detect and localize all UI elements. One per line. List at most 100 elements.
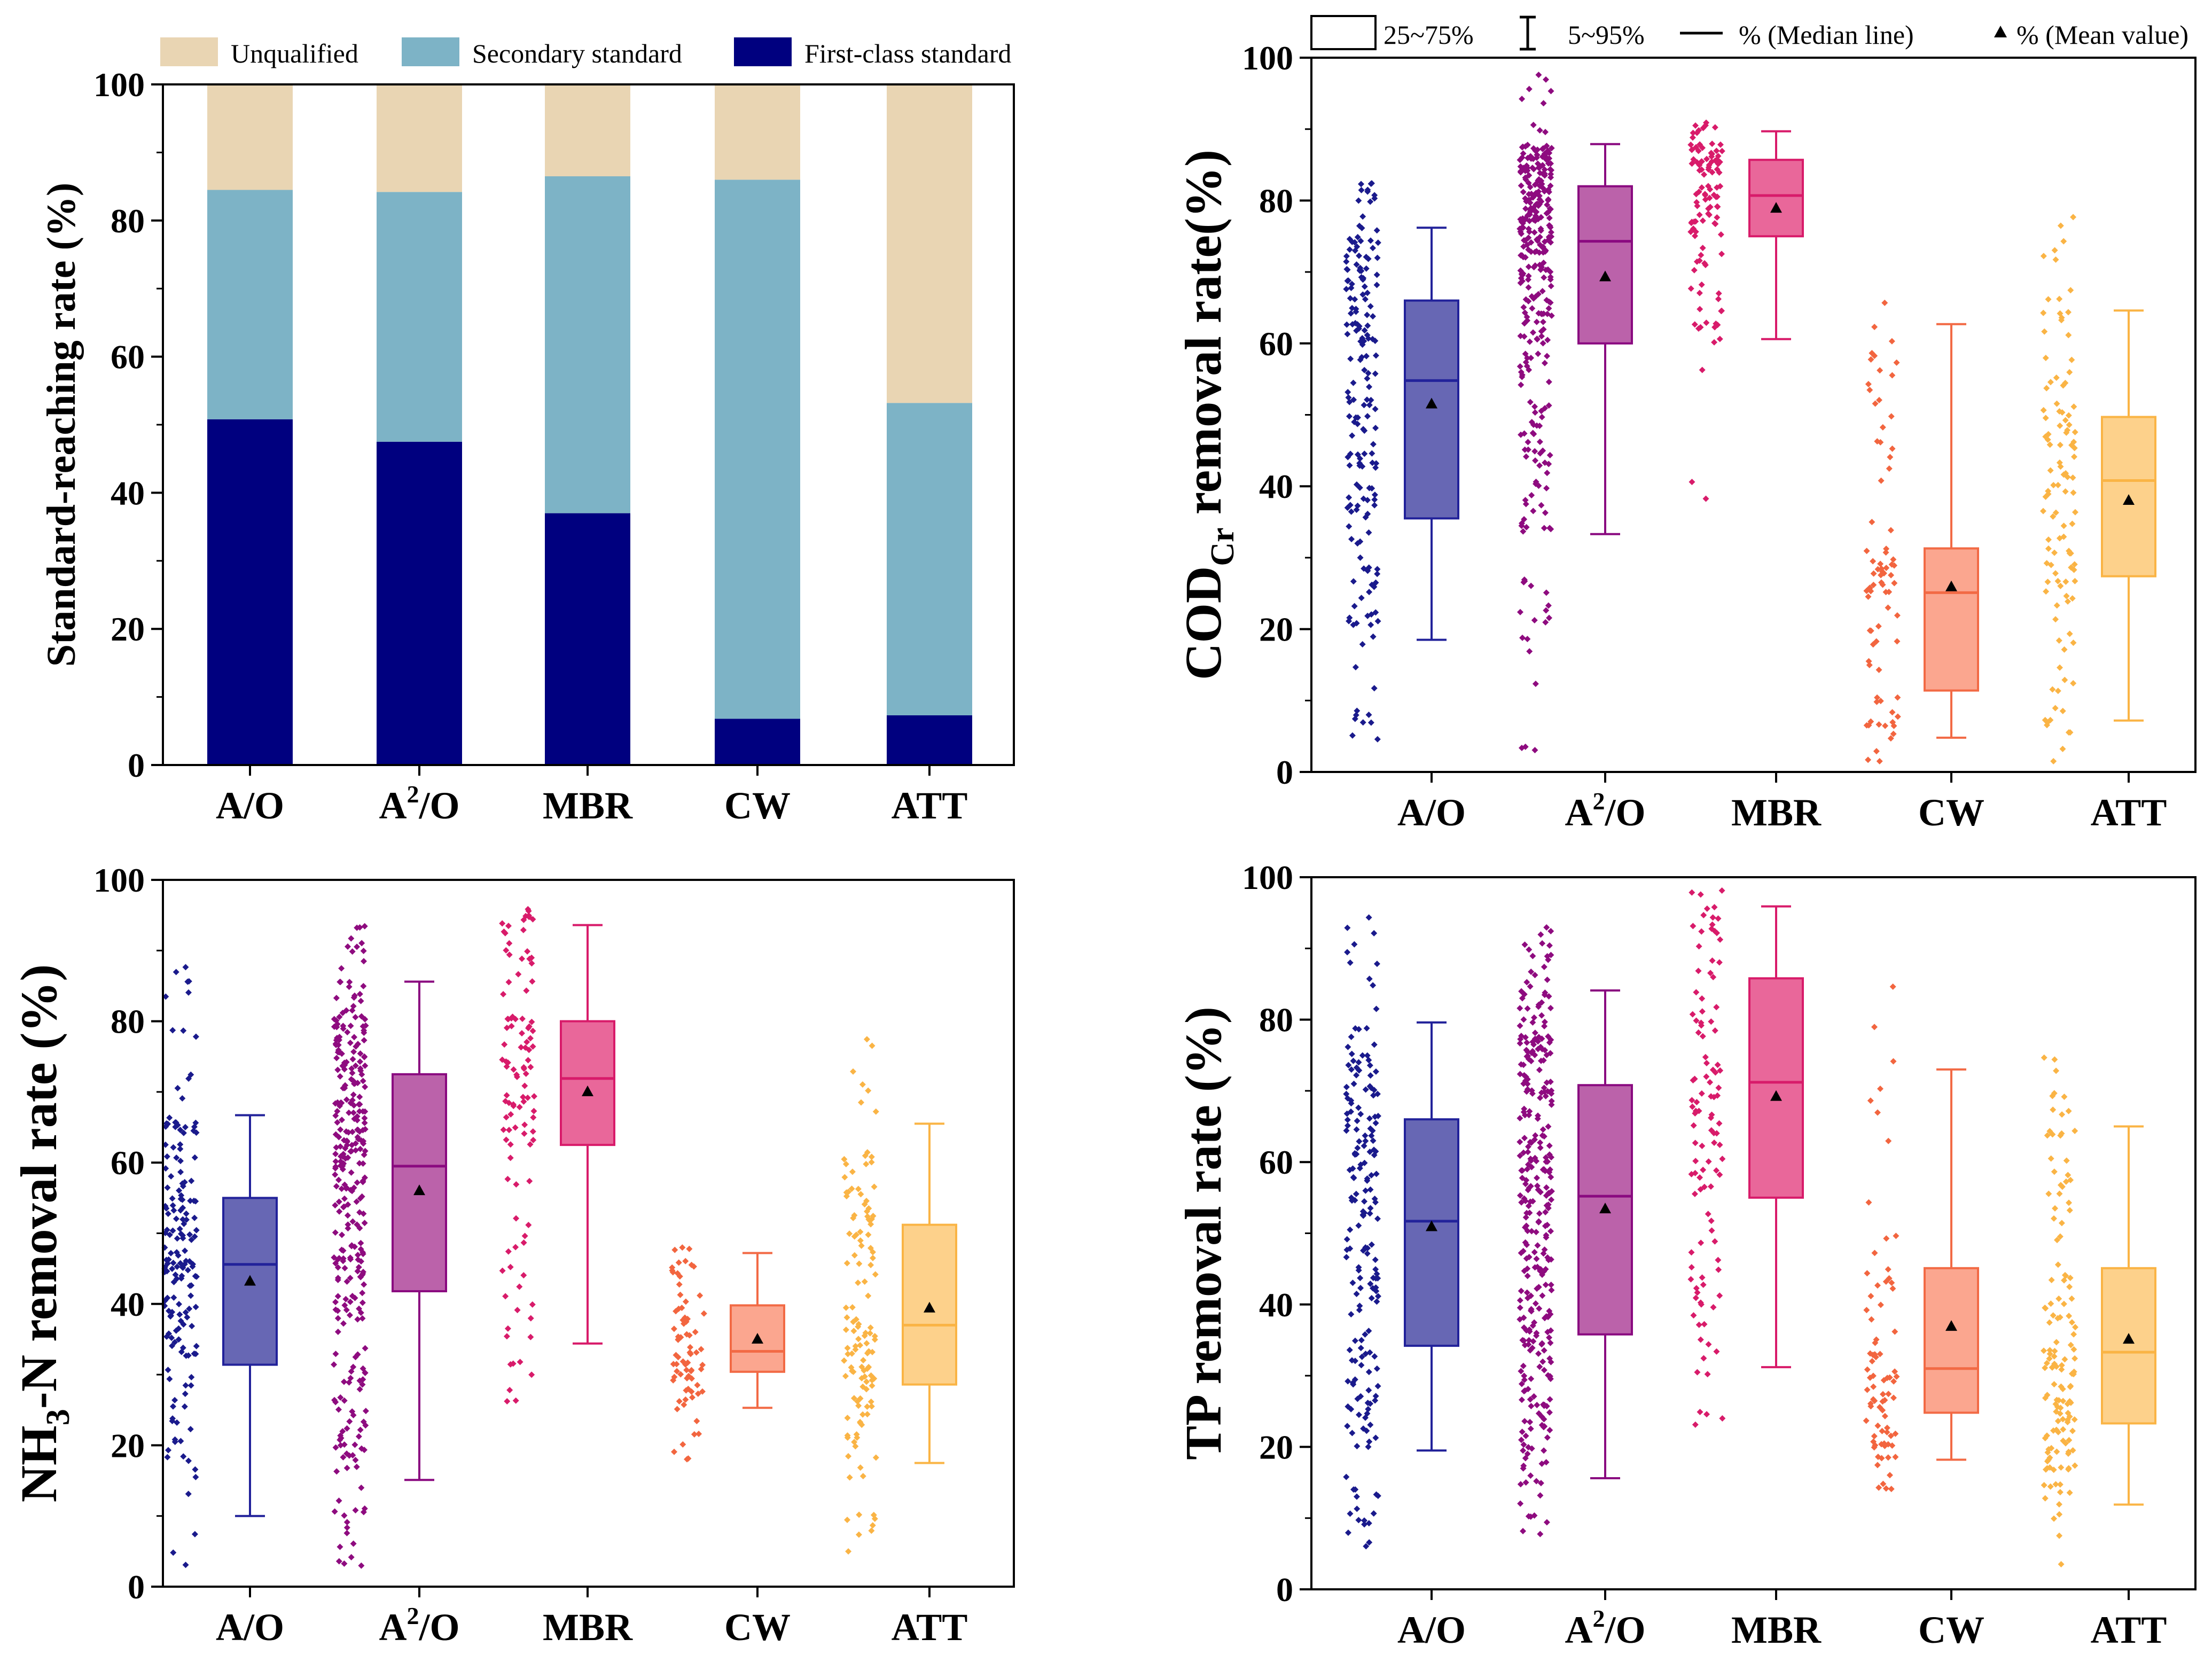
scatter-point (1533, 190, 1539, 197)
scatter-point (1533, 1330, 1540, 1337)
scatter-point (1889, 372, 1896, 379)
scatter-point (841, 1357, 848, 1364)
scatter-point (1543, 1184, 1550, 1191)
legend-mean-swatch (1994, 26, 2007, 37)
scatter-point (1344, 1423, 1351, 1430)
scatter-point (1518, 1437, 1525, 1443)
scatter-point (676, 1398, 683, 1405)
scatter-point (1542, 1209, 1549, 1216)
scatter-point (1696, 161, 1703, 168)
scatter-point (1531, 229, 1538, 236)
scatter-point (1697, 1174, 1703, 1181)
scatter-point (341, 1265, 348, 1271)
scatter-point (350, 1078, 357, 1084)
scatter-point (1883, 1235, 1890, 1242)
scatter-point (1894, 638, 1901, 645)
scatter-point (521, 1232, 528, 1239)
scatter-point (1524, 1265, 1531, 1272)
scatter-point (1374, 1215, 1381, 1222)
scatter-point (529, 916, 536, 923)
scatter-point (350, 1540, 357, 1547)
scatter-point (1876, 758, 1883, 764)
scatter-point (2064, 427, 2071, 434)
scatter-point (1699, 366, 1706, 373)
scatter-point (2066, 1437, 2073, 1443)
scatter-point (354, 1179, 361, 1186)
scatter-point (1374, 1383, 1381, 1390)
scatter-point (1689, 479, 1695, 486)
scatter-point (1517, 1304, 1523, 1311)
scatter-point (1538, 333, 1545, 340)
scatter-point (1518, 522, 1525, 529)
scatter-point (2059, 1416, 2066, 1423)
scatter-point (1537, 1139, 1544, 1146)
scatter-point (2042, 355, 2049, 362)
scatter-point (524, 948, 531, 955)
scatter-point (1695, 1107, 1702, 1114)
scatter-point (1870, 570, 1877, 577)
scatter-point (693, 1349, 700, 1356)
bar-segment (715, 719, 800, 765)
scatter-point (1350, 396, 1357, 403)
scatter-point (2068, 1319, 2075, 1326)
scatter-point (1541, 188, 1548, 195)
scatter-point (856, 1260, 863, 1267)
scatter-point (1355, 1104, 1362, 1111)
scatter-point (354, 943, 361, 950)
scatter-point (2043, 560, 2050, 567)
scatter-point (1547, 927, 1554, 934)
scatter-point (170, 1259, 177, 1266)
scatter-point (1364, 510, 1371, 517)
scatter-point (184, 1267, 191, 1274)
scatter-point (530, 1114, 537, 1121)
scatter-point (2054, 688, 2061, 694)
scatter-point (1348, 536, 1355, 543)
scatter-point (1874, 1422, 1881, 1429)
scatter-point (1525, 1341, 1532, 1348)
scatter-point (340, 1258, 347, 1265)
scatter-point (1527, 208, 1534, 215)
scatter-point (1349, 1430, 1356, 1437)
scatter-point (1538, 1012, 1545, 1019)
scatter-point (185, 989, 192, 996)
scatter-point (1520, 1080, 1527, 1087)
scatter-point (1864, 1386, 1871, 1393)
scatter-point (187, 1426, 194, 1433)
scatter-point (356, 1305, 363, 1312)
scatter-point (1355, 1026, 1362, 1033)
scatter-point (1521, 1105, 1528, 1112)
scatter-point (1362, 1132, 1369, 1139)
scatter-point (864, 1149, 871, 1156)
scatter-point (2053, 1067, 2060, 1074)
scatter-point (1538, 408, 1545, 415)
scatter-point (1357, 1111, 1364, 1118)
scatter-point (868, 1403, 875, 1410)
scatter-point (1547, 239, 1554, 246)
scatter-point (179, 1344, 186, 1351)
scatter-point (359, 1268, 366, 1275)
scatter-point (1872, 1339, 1879, 1346)
scatter-point (361, 1220, 368, 1227)
scatter-point (335, 1134, 342, 1141)
scatter-point (1711, 1238, 1718, 1245)
scatter-point (512, 1397, 519, 1404)
mean-marker (1770, 1090, 1782, 1101)
scatter-point (1521, 1418, 1528, 1425)
scatter-point (1343, 1090, 1350, 1097)
scatter-point (362, 1369, 369, 1376)
scatter-point (1522, 1197, 1529, 1204)
scatter-point (1362, 296, 1369, 303)
scatter-point (184, 1314, 191, 1321)
scatter-point (1369, 459, 1376, 466)
scatter-point (1716, 959, 1723, 966)
scatter-point (348, 1169, 355, 1176)
scatter-point (851, 1439, 858, 1446)
scatter-point (349, 1452, 356, 1459)
scatter-point (1542, 267, 1549, 274)
scatter-point (1364, 332, 1371, 339)
y-axis-title: Standard-reaching rate (%) (39, 183, 84, 667)
scatter-group (1863, 983, 1900, 1493)
scatter-point (518, 1044, 525, 1051)
scatter-point (1875, 396, 1882, 403)
